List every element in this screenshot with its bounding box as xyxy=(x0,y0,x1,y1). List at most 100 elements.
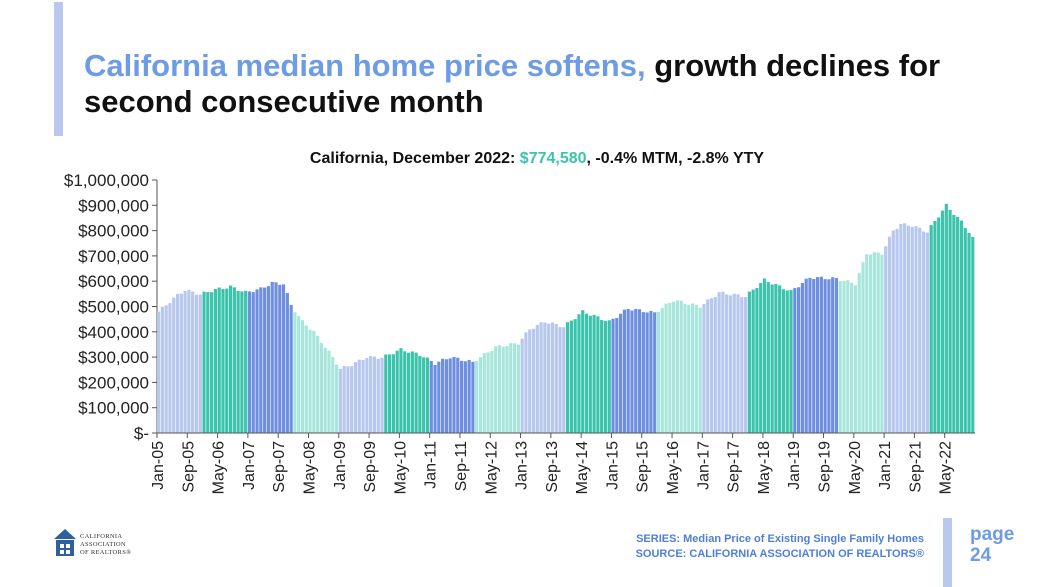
bar xyxy=(403,351,407,433)
bar xyxy=(702,304,706,433)
bar xyxy=(914,226,918,433)
bar xyxy=(918,227,922,433)
x-tick-label: May-08 xyxy=(302,441,319,494)
bar xyxy=(778,285,782,433)
subtitle-price: $774,580 xyxy=(519,150,587,167)
bar xyxy=(850,282,854,433)
bar xyxy=(687,304,691,433)
bar xyxy=(562,327,566,433)
bar xyxy=(471,361,475,433)
bar xyxy=(566,322,570,433)
bar xyxy=(437,361,441,433)
bar xyxy=(334,364,339,433)
bar xyxy=(645,312,649,433)
bar xyxy=(418,355,422,433)
x-tick-label: Sep-07 xyxy=(271,441,288,493)
page-number: 24 xyxy=(970,545,992,566)
bar xyxy=(584,313,589,433)
bar xyxy=(278,284,282,433)
bar xyxy=(770,284,774,433)
bar xyxy=(331,357,335,433)
bar xyxy=(797,287,801,433)
bar xyxy=(285,293,289,433)
bar xyxy=(157,311,161,433)
y-tick-label: $800,000 xyxy=(78,222,149,241)
x-tick-label: Jan-09 xyxy=(332,441,349,490)
bar xyxy=(857,273,861,433)
bar xyxy=(872,252,876,433)
bar xyxy=(338,368,342,433)
bar xyxy=(263,287,267,433)
bar xyxy=(456,357,460,433)
bar xyxy=(452,357,456,433)
bar xyxy=(709,298,714,433)
bar xyxy=(884,246,888,433)
bar xyxy=(539,322,543,433)
bar xyxy=(316,335,320,433)
bar xyxy=(804,278,808,433)
bar xyxy=(819,276,823,433)
bar xyxy=(675,300,680,433)
bar xyxy=(728,295,733,433)
subtitle-suffix: , -0.4% MTM, -2.8% YTY xyxy=(586,150,765,167)
bar xyxy=(179,293,183,433)
bar xyxy=(880,254,884,433)
x-tick-label: Sep-11 xyxy=(453,441,470,492)
bar xyxy=(800,283,804,433)
bar xyxy=(672,301,676,433)
y-tick-label: $700,000 xyxy=(78,247,149,266)
bar xyxy=(967,232,971,433)
x-tick-label: Sep-21 xyxy=(907,441,924,493)
x-tick-label: Jan-13 xyxy=(514,441,531,490)
bar xyxy=(588,315,592,433)
bar xyxy=(353,362,358,433)
bar xyxy=(921,231,926,433)
bar xyxy=(793,288,797,433)
bar xyxy=(232,287,236,433)
subtitle-prefix: California, December 2022: xyxy=(309,150,520,167)
bar xyxy=(297,316,301,433)
bar xyxy=(948,209,952,433)
bar xyxy=(747,291,751,433)
bar xyxy=(319,343,324,433)
bar xyxy=(198,294,202,433)
bar xyxy=(865,254,869,433)
bar xyxy=(721,291,725,433)
x-tick-label: Jan-15 xyxy=(604,441,621,490)
bar xyxy=(251,292,255,433)
bar xyxy=(649,310,653,433)
car-logo-icon xyxy=(54,529,76,556)
x-tick-label: May-10 xyxy=(392,441,409,494)
bar xyxy=(342,365,346,433)
bar xyxy=(210,292,214,433)
bar xyxy=(228,285,233,433)
title-rest: growth declines for second consecutive m… xyxy=(84,48,941,119)
bar xyxy=(759,283,763,433)
bar xyxy=(937,217,941,433)
bar xyxy=(895,228,899,433)
bar xyxy=(679,300,683,433)
bar xyxy=(444,359,448,433)
bar xyxy=(304,325,308,433)
bar xyxy=(266,286,271,433)
bar xyxy=(168,303,172,433)
bar xyxy=(535,324,539,433)
bar xyxy=(808,277,812,433)
x-tick-label: Jan-07 xyxy=(241,441,258,490)
bar xyxy=(202,291,206,433)
bar xyxy=(516,344,520,433)
bar xyxy=(225,288,229,433)
bar xyxy=(395,350,399,433)
bar xyxy=(528,329,532,433)
bar xyxy=(183,290,187,433)
bar xyxy=(751,289,755,433)
bar xyxy=(422,357,426,433)
bar xyxy=(592,314,596,433)
bar xyxy=(622,309,626,433)
bar xyxy=(425,357,430,433)
bar xyxy=(637,309,642,433)
bar xyxy=(391,354,395,433)
bar xyxy=(838,281,842,433)
x-tick-label: Jan-11 xyxy=(423,441,440,489)
